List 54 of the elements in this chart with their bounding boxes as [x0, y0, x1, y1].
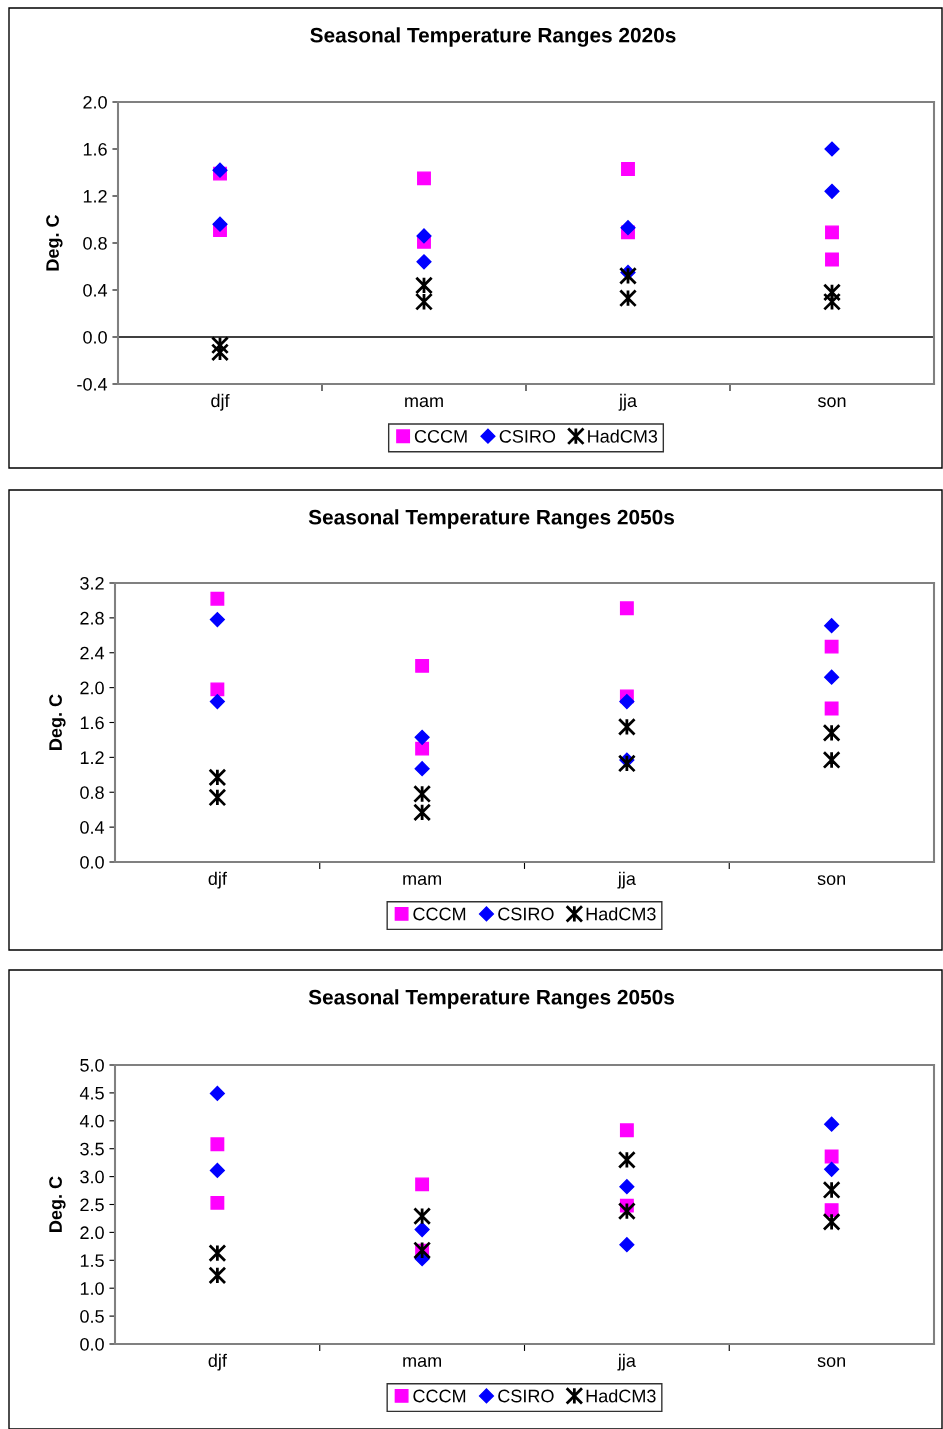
y-tick-label: 4.5: [79, 1087, 104, 1100]
y-tick-label: 2.8: [80, 611, 104, 625]
legend-label: CCCM: [413, 907, 466, 921]
legend-label: HadCM3: [588, 429, 658, 443]
legend-label: CSIRO: [499, 429, 556, 443]
x-tick-label: djf: [208, 1353, 227, 1371]
y-tick-label: 0.0: [80, 855, 104, 869]
y-tick-label: 2.0: [83, 95, 107, 109]
y-tick-label: 1.2: [80, 751, 104, 764]
chart-title: Seasonal Temperature Ranges 2050s: [308, 509, 674, 529]
legend-label: CCCM: [414, 429, 467, 443]
x-tick-label: son: [817, 875, 846, 886]
y-tick-label: 0.8: [80, 786, 104, 799]
x-tick-label: djf: [208, 871, 227, 889]
x-tick-label: djf: [211, 393, 230, 411]
x-tick-label: son: [817, 1357, 846, 1368]
y-tick-label: 2.5: [80, 1198, 104, 1212]
y-tick-label: 0.4: [83, 283, 108, 297]
y-tick-label: 3.0: [80, 1170, 104, 1184]
y-tick-label: 1.6: [80, 716, 104, 730]
x-tick-label: son: [817, 397, 846, 408]
y-tick-label: 1.6: [83, 142, 107, 156]
y-tick-label: 1.2: [83, 189, 107, 203]
y-axis-title: Deg. C: [46, 214, 63, 271]
y-axis-title: Deg. C: [49, 694, 66, 750]
y-tick-label: 0.0: [83, 330, 107, 344]
y-tick-label: 1.0: [80, 1282, 104, 1295]
legend-label: CSIRO: [498, 907, 554, 921]
chart-title: Seasonal Temperature Ranges 2050s: [308, 989, 674, 1009]
y-tick-label: 3.5: [80, 1142, 104, 1156]
legend-label: CCCM: [413, 1389, 466, 1403]
y-tick-label: 5.0: [80, 1058, 104, 1072]
y-tick-label: 3.2: [80, 576, 104, 590]
y-tick-label: 2.0: [80, 681, 104, 695]
y-tick-label: 0.0: [80, 1337, 104, 1351]
chart-title: Seasonal Temperature Ranges 2020s: [310, 27, 676, 47]
y-tick-label: 1.5: [80, 1254, 104, 1268]
x-tick-label: mam: [405, 397, 443, 408]
legend-label: CSIRO: [498, 1389, 554, 1403]
x-tick-label: jja: [618, 393, 638, 411]
legend-label: HadCM3: [586, 907, 656, 921]
y-tick-label: 0.4: [80, 821, 105, 834]
y-tick-label: 2.4: [80, 646, 105, 660]
y-tick-label: 4.0: [79, 1114, 104, 1128]
x-tick-label: mam: [403, 875, 441, 886]
y-tick-label: 0.5: [80, 1310, 104, 1323]
x-tick-label: jja: [617, 871, 636, 889]
x-tick-label: jja: [617, 1353, 636, 1371]
y-tick-label: 0.8: [83, 236, 107, 250]
y-tick-label: -0.4: [77, 377, 108, 391]
y-axis-title: Deg. C: [49, 1176, 66, 1232]
x-tick-label: mam: [403, 1357, 441, 1368]
legend-label: HadCM3: [586, 1389, 656, 1403]
y-tick-label: 2.0: [80, 1226, 104, 1240]
